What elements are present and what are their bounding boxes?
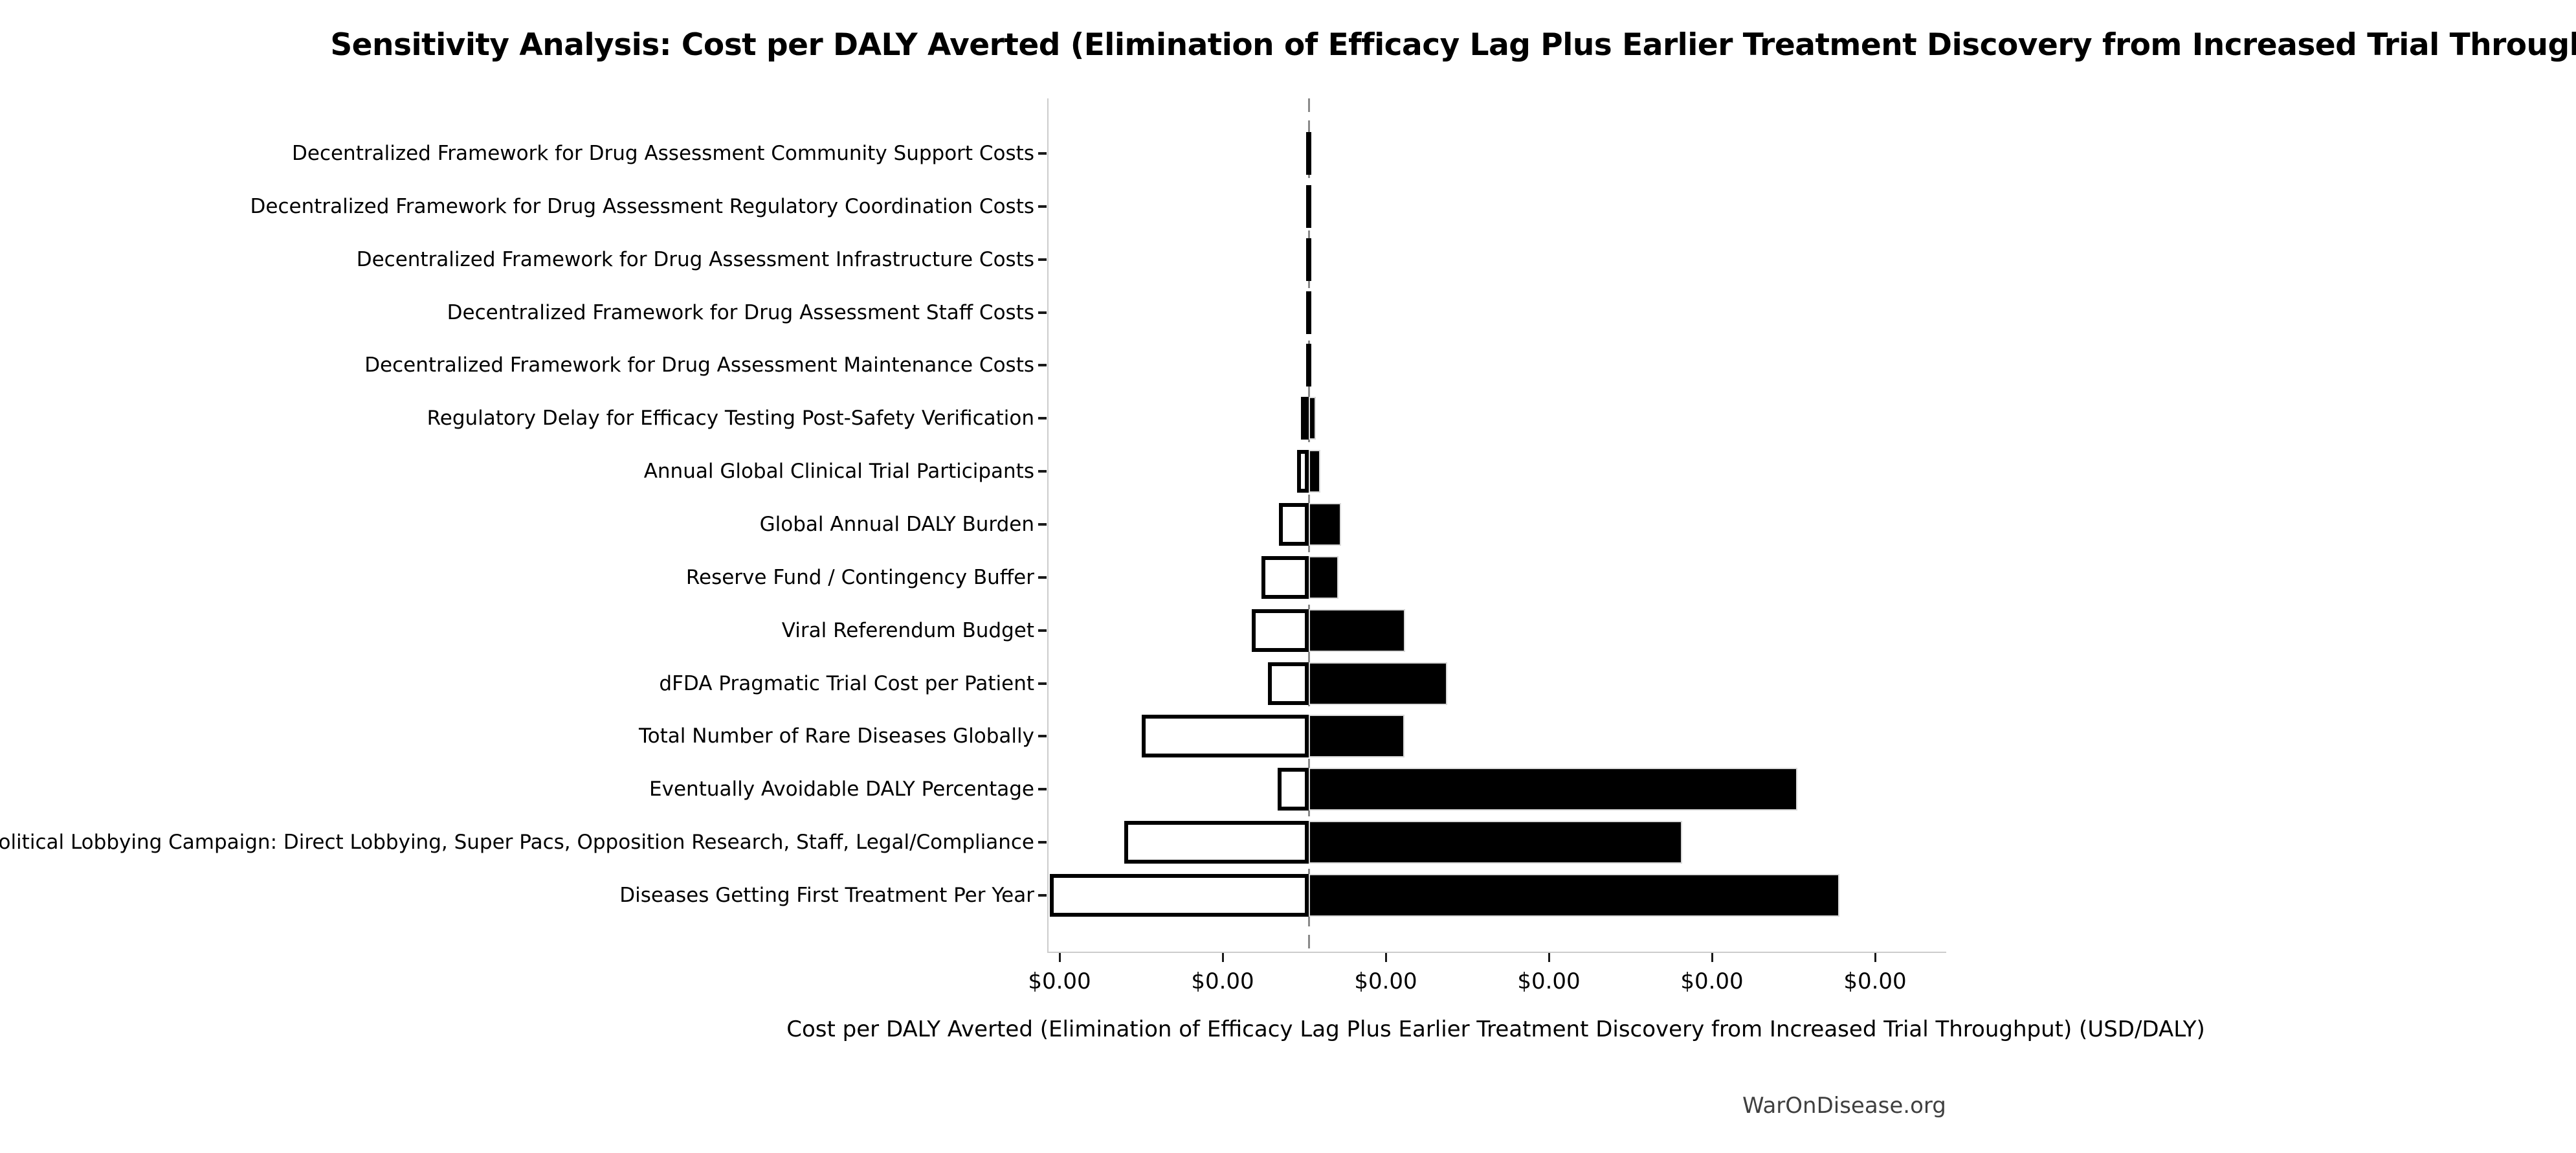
x-tick-label: $0.00: [1517, 968, 1581, 994]
y-tick-mark: [1038, 364, 1047, 367]
x-tick-label: $0.00: [1680, 968, 1744, 994]
y-tick-mark: [1038, 841, 1047, 844]
bar-high-segment: [1309, 768, 1798, 811]
y-tick-label: Annual Global Clinical Trial Participant…: [643, 460, 1034, 484]
x-tick-mark: [1711, 953, 1713, 962]
y-tick-label: Decentralized Framework for Drug Assessm…: [364, 353, 1034, 377]
bar-low-segment: [1300, 397, 1309, 440]
bar-low-segment: [1252, 609, 1309, 652]
bar-low-segment: [1306, 185, 1309, 228]
y-tick-label: Diseases Getting First Treatment Per Yea…: [619, 883, 1034, 907]
y-tick-mark: [1038, 576, 1047, 579]
bar-high-segment: [1309, 238, 1312, 281]
plot-area: [1047, 98, 1946, 953]
bar-high-segment: [1309, 397, 1316, 440]
bar-low-segment: [1141, 715, 1309, 758]
y-tick-label: Decentralized Framework for Drug Assessm…: [447, 300, 1034, 324]
chart-title: Sensitivity Analysis: Cost per DALY Aver…: [330, 27, 2576, 63]
x-tick-mark: [1221, 953, 1224, 962]
y-tick-mark: [1038, 735, 1047, 738]
bar-low-segment: [1050, 873, 1309, 917]
y-tick-label: Global Annual DALY Burden: [759, 512, 1034, 536]
y-tick-label: Decentralized Framework for Drug Assessm…: [292, 142, 1034, 165]
x-tick-mark: [1874, 953, 1876, 962]
bar-low-segment: [1306, 344, 1309, 387]
y-tick-label: dFDA Pragmatic Trial Cost per Patient: [659, 671, 1034, 695]
y-tick-mark: [1038, 893, 1047, 897]
y-tick-label: Decentralized Framework for Drug Assessm…: [356, 247, 1034, 271]
bar-low-segment: [1306, 291, 1309, 334]
y-tick-mark: [1038, 258, 1047, 261]
bar-high-segment: [1309, 662, 1447, 705]
bar-high-segment: [1309, 873, 1840, 917]
y-tick-label: Eventually Avoidable DALY Percentage: [649, 778, 1034, 801]
y-tick-label: Decentralized Framework for Drug Assessm…: [250, 194, 1034, 218]
y-tick-mark: [1038, 682, 1047, 685]
bar-low-segment: [1297, 450, 1309, 493]
y-tick-mark: [1038, 152, 1047, 155]
y-tick-label: Political Lobbying Campaign: Direct Lobb…: [0, 831, 1034, 855]
y-tick-label: Viral Referendum Budget: [781, 618, 1034, 642]
x-tick-mark: [1058, 953, 1061, 962]
x-tick-mark: [1384, 953, 1387, 962]
bar-low-segment: [1124, 821, 1309, 864]
bar-low-segment: [1268, 662, 1309, 705]
y-tick-label: Total Number of Rare Diseases Globally: [639, 724, 1034, 748]
bar-high-segment: [1309, 344, 1312, 387]
bar-high-segment: [1309, 715, 1405, 758]
y-tick-label: Reserve Fund / Contingency Buffer: [685, 565, 1034, 589]
bar-low-segment: [1306, 238, 1309, 281]
y-tick-mark: [1038, 522, 1047, 526]
bar-high-segment: [1309, 609, 1405, 652]
bar-low-segment: [1306, 132, 1309, 175]
bar-high-segment: [1309, 291, 1312, 334]
y-tick-mark: [1038, 417, 1047, 420]
x-tick-label: $0.00: [1191, 968, 1254, 994]
bar-high-segment: [1309, 185, 1312, 228]
bar-high-segment: [1309, 132, 1312, 175]
x-tick-mark: [1548, 953, 1550, 962]
y-tick-mark: [1038, 311, 1047, 314]
watermark-text: WarOnDisease.org: [1742, 1093, 1946, 1119]
y-tick-label: Regulatory Delay for Efficacy Testing Po…: [427, 407, 1034, 431]
y-tick-mark: [1038, 470, 1047, 473]
y-tick-mark: [1038, 205, 1047, 208]
bar-low-segment: [1261, 555, 1309, 599]
bar-low-segment: [1278, 768, 1309, 811]
x-tick-label: $0.00: [1354, 968, 1417, 994]
x-tick-label: $0.00: [1028, 968, 1091, 994]
bar-low-segment: [1278, 502, 1309, 546]
y-tick-mark: [1038, 629, 1047, 632]
bar-high-segment: [1309, 450, 1320, 493]
x-tick-label: $0.00: [1843, 968, 1907, 994]
bar-high-segment: [1309, 502, 1341, 546]
y-tick-mark: [1038, 788, 1047, 791]
bar-high-segment: [1309, 555, 1338, 599]
x-axis-label: Cost per DALY Averted (Elimination of Ef…: [786, 1016, 2205, 1042]
bar-high-segment: [1309, 821, 1683, 864]
